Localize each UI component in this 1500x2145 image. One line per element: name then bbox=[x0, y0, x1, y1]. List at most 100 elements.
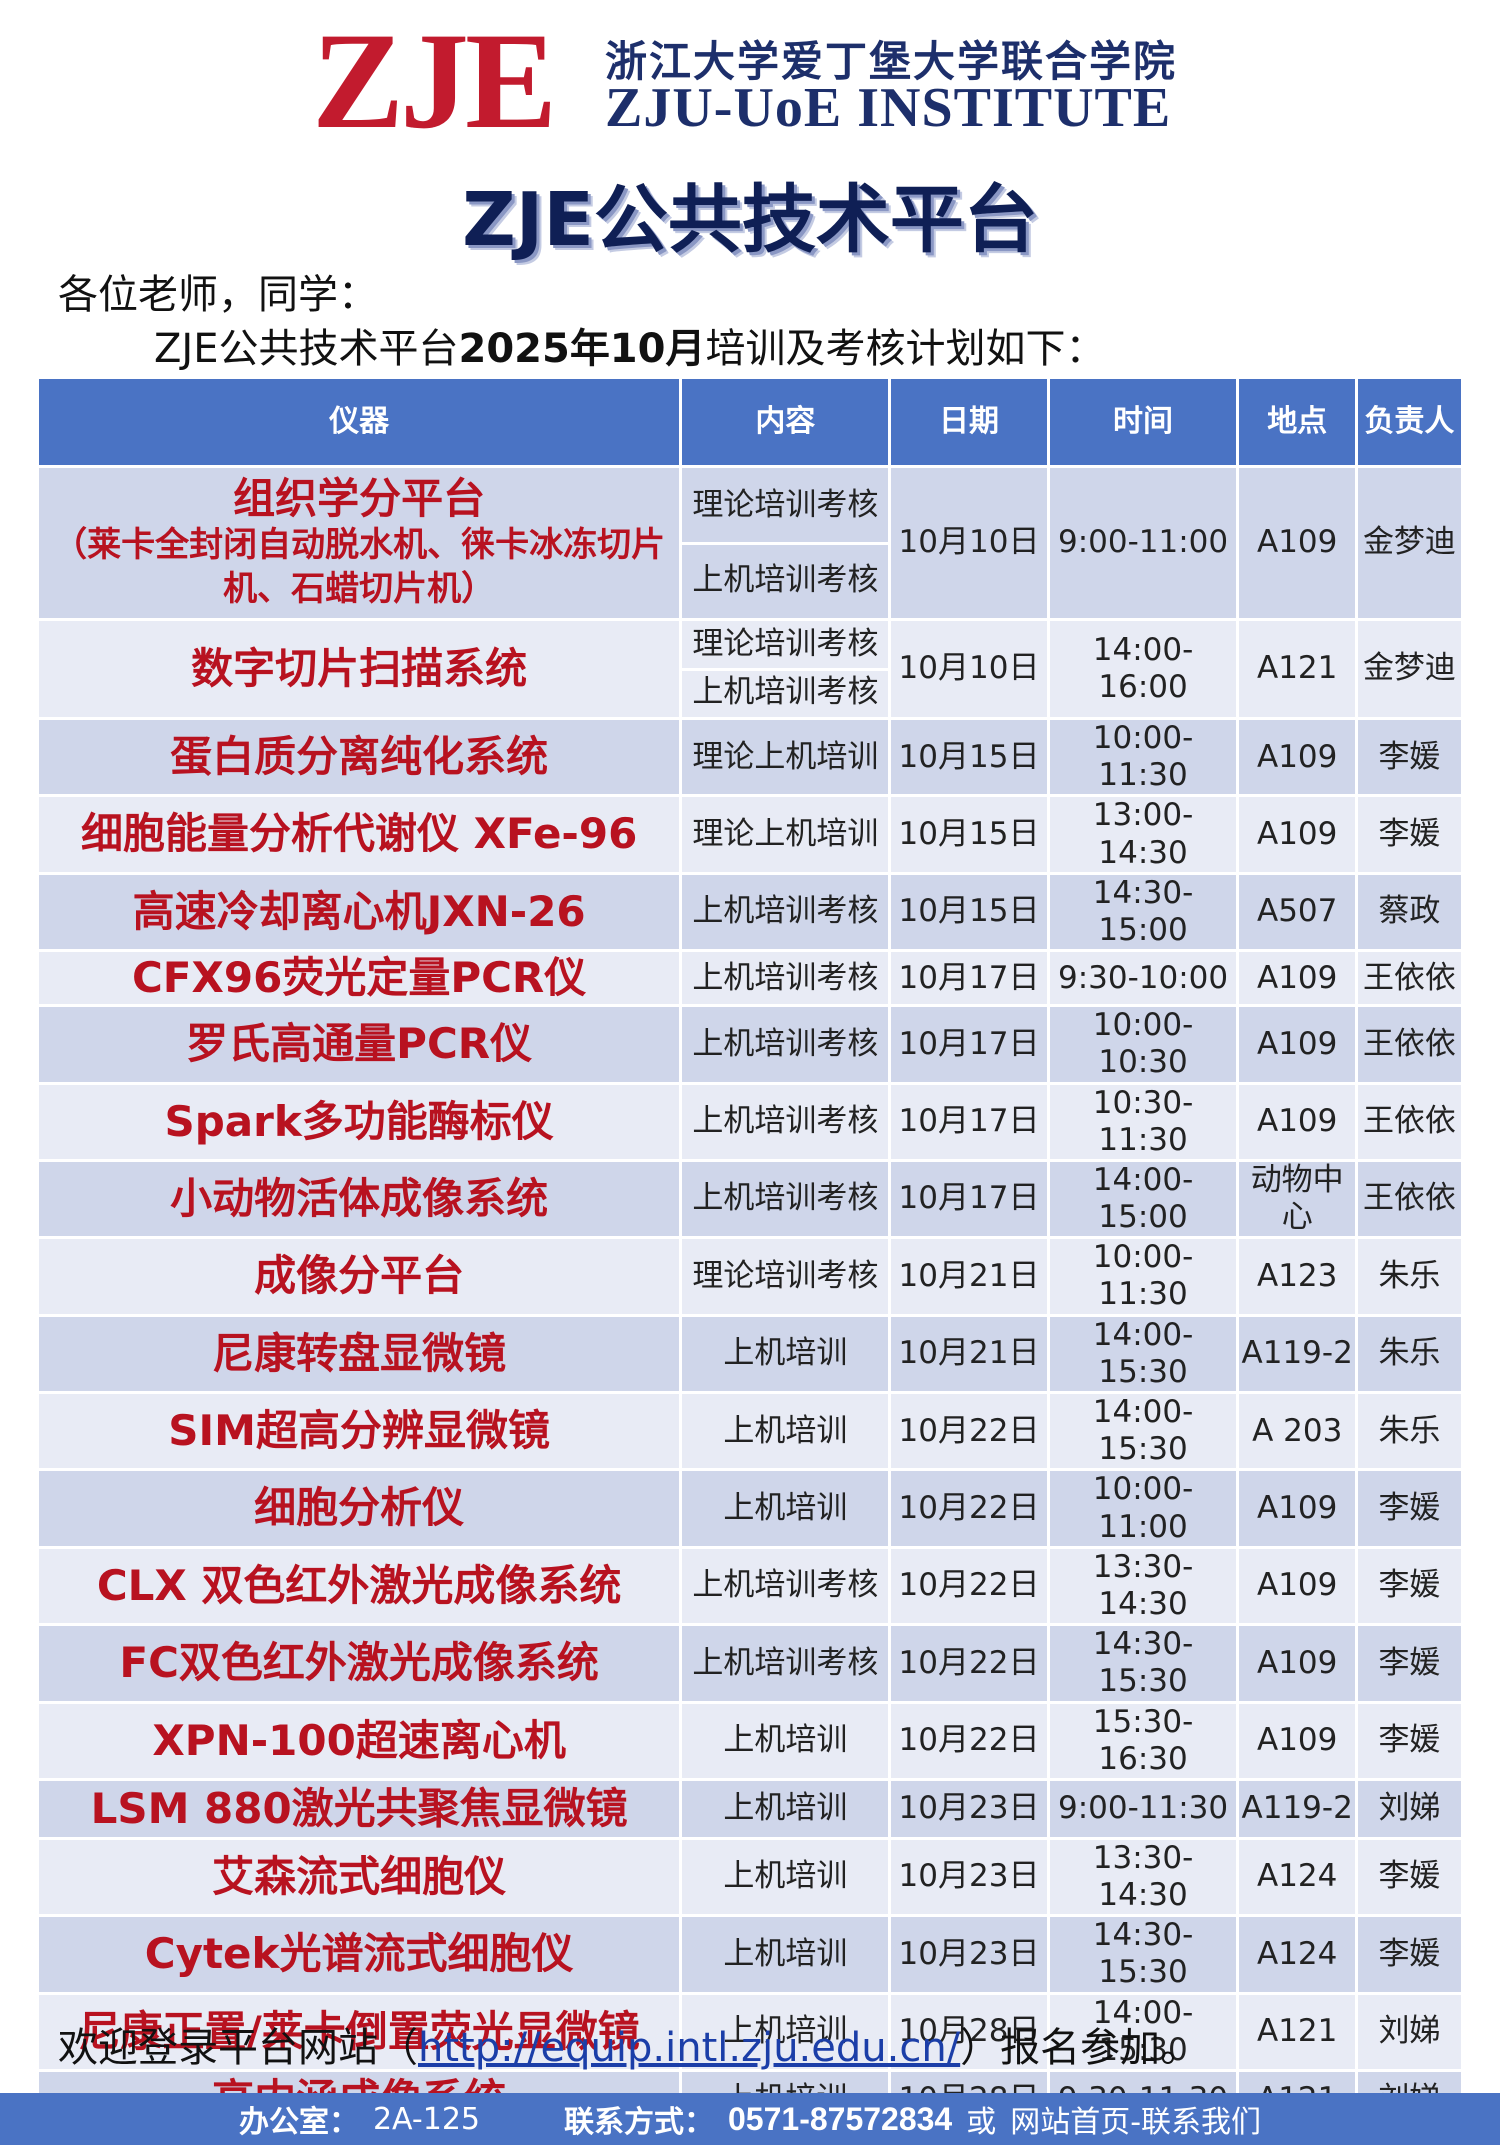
instrument-name: FC双色红外激光成像系统 bbox=[119, 1638, 599, 1688]
date-cell: 10月15日 bbox=[891, 797, 1047, 872]
location-cell: A109 bbox=[1239, 1084, 1355, 1159]
intro-text: ZJE公共技术平台2025年10月培训及考核计划如下： bbox=[154, 316, 1105, 374]
instrument-name: 小动物活体成像系统 bbox=[170, 1173, 549, 1223]
owner-cell: 李媛 bbox=[1357, 1548, 1461, 1624]
location-cell: A109 bbox=[1239, 720, 1355, 795]
content-item: 上机培训考核 bbox=[692, 893, 879, 930]
footer-text: 欢迎登录平台网站（http://equip.intl.zju.edu.cn/）报… bbox=[58, 2015, 1200, 2073]
col-header-time: 时间 bbox=[1049, 379, 1237, 465]
location-cell: A507 bbox=[1239, 874, 1355, 950]
content-item: 理论培训考核 bbox=[692, 1257, 879, 1294]
owner-cell: 王依依 bbox=[1357, 1161, 1461, 1237]
instrument-name: 艾森流式细胞仪 bbox=[212, 1851, 507, 1901]
table-row: 小动物活体成像系统 上机培训考核 10月17日 14:00-15:00 动物中心 王依依 bbox=[39, 1161, 1461, 1237]
time-cell: 14:00-15:30 bbox=[1049, 1394, 1237, 1469]
content-item: 上机培训考核 bbox=[692, 1025, 879, 1062]
content-cell: 上机培训 bbox=[682, 1917, 889, 1992]
content-item: 理论培训考核 bbox=[692, 626, 879, 663]
location-cell: A119-2 bbox=[1239, 1780, 1355, 1837]
time-cell: 9:00-11:30 bbox=[1049, 1780, 1237, 1837]
instrument-name: 数字切片扫描系统 bbox=[191, 643, 528, 693]
table-row: 组织学分平台 （莱卡全封闭自动脱水机、徕卡冰冻切片机、石蜡切片机） 理论培训考核 上机… bbox=[39, 468, 1461, 618]
time-cell: 10:00-11:30 bbox=[1049, 720, 1237, 795]
owner-cell: 李媛 bbox=[1357, 797, 1461, 872]
table-header-row: 仪器 内容 日期 时间 地点 负责人 bbox=[39, 379, 1461, 465]
instrument-cell: 艾森流式细胞仪 bbox=[39, 1839, 680, 1915]
date-cell: 10月10日 bbox=[891, 468, 1047, 618]
platform-website-link[interactable]: http://equip.intl.zju.edu.cn/ bbox=[418, 2025, 961, 2071]
content-item: 理论上机培训 bbox=[692, 738, 879, 775]
owner-cell: 金梦迪 bbox=[1357, 621, 1461, 717]
intro-suffix: 培训及考核计划如下： bbox=[705, 326, 1106, 372]
footer-prefix: 欢迎登录平台网站（ bbox=[58, 2025, 418, 2071]
time-cell: 13:30-14:30 bbox=[1049, 1839, 1237, 1915]
website-contact-link[interactable]: 网站首页-联系我们 bbox=[1010, 2105, 1262, 2140]
instrument-name: XPN-100超速离心机 bbox=[152, 1715, 566, 1765]
content-cell: 理论培训考核 上机培训考核 bbox=[682, 468, 889, 618]
location-cell: A109 bbox=[1239, 1007, 1355, 1082]
instrument-name: 尼康转盘显微镜 bbox=[212, 1328, 507, 1378]
contact-or: 或 bbox=[966, 2105, 997, 2140]
owner-cell: 李媛 bbox=[1357, 1839, 1461, 1915]
location-cell: A124 bbox=[1239, 1917, 1355, 1992]
instrument-name: CLX 双色红外激光成像系统 bbox=[96, 1560, 622, 1610]
owner-cell: 王依依 bbox=[1357, 1084, 1461, 1159]
contact-bar: 办公室： 2A-125 联系方式： 0571-87572834 或 网站首页-联… bbox=[0, 2093, 1500, 2145]
owner-cell: 李媛 bbox=[1357, 1917, 1461, 1992]
location-cell: A124 bbox=[1239, 1839, 1355, 1915]
owner-cell: 刘娣 bbox=[1357, 1780, 1461, 1837]
content-cell: 上机培训考核 bbox=[682, 952, 889, 1005]
instrument-cell: 细胞能量分析代谢仪 XFe-96 bbox=[39, 797, 680, 872]
date-cell: 10月22日 bbox=[891, 1548, 1047, 1624]
instrument-cell: 蛋白质分离纯化系统 bbox=[39, 720, 680, 795]
instrument-cell: FC双色红外激光成像系统 bbox=[39, 1626, 680, 1701]
content-cell: 理论培训考核 bbox=[682, 1239, 889, 1314]
contact-label: 联系方式： bbox=[564, 2105, 714, 2140]
page-title: ZJE公共技术平台 bbox=[462, 177, 1038, 263]
instrument-name: SIM超高分辨显微镜 bbox=[168, 1406, 550, 1456]
location-cell: A123 bbox=[1239, 1239, 1355, 1314]
table-row: 尼康正置/莱卡倒置荧光显微镜 上机培训 10月28日 14:00-15:30 A121 刘… bbox=[39, 1994, 1461, 2069]
content-item: 上机培训考核 bbox=[692, 1180, 879, 1217]
content-cell: 理论上机培训 bbox=[682, 720, 889, 795]
instrument-name: 高速冷却离心机JXN-26 bbox=[132, 886, 586, 936]
location-cell: A109 bbox=[1239, 797, 1355, 872]
contact-phone: 0571-87572834 bbox=[728, 2100, 953, 2137]
location-cell: A109 bbox=[1239, 1703, 1355, 1778]
content-cell: 上机培训考核 bbox=[682, 1161, 889, 1237]
date-cell: 10月10日 bbox=[891, 621, 1047, 717]
location-cell: A 203 bbox=[1239, 1394, 1355, 1469]
content-item: 理论培训考核 bbox=[692, 486, 879, 523]
owner-cell: 王依依 bbox=[1357, 952, 1461, 1005]
col-header-date: 日期 bbox=[891, 379, 1047, 465]
instrument-name: 细胞能量分析代谢仪 XFe-96 bbox=[80, 809, 638, 859]
time-cell: 9:00-11:00 bbox=[1049, 468, 1237, 618]
content-cell: 上机培训考核 bbox=[682, 1626, 889, 1701]
location-cell: A109 bbox=[1239, 952, 1355, 1005]
table-row: Cytek光谱流式细胞仪 上机培训 10月23日 14:30-15:30 A124 李媛 bbox=[39, 1917, 1461, 1992]
time-cell: 14:30-15:00 bbox=[1049, 874, 1237, 950]
table-row: CLX 双色红外激光成像系统 上机培训考核 10月22日 13:30-14:30 A10… bbox=[39, 1548, 1461, 1624]
zje-logo: ZJE bbox=[312, 4, 557, 157]
date-cell: 10月28日 bbox=[891, 1994, 1047, 2069]
location-cell: 动物中心 bbox=[1239, 1161, 1355, 1237]
instrument-subtitle: （莱卡全封闭自动脱水机、徕卡冰冻切片机、石蜡切片机） bbox=[53, 524, 666, 610]
content-item: 上机培训 bbox=[723, 1489, 848, 1526]
time-cell: 14:30-15:30 bbox=[1049, 1626, 1237, 1701]
time-cell: 15:30-16:30 bbox=[1049, 1703, 1237, 1778]
instrument-cell: 罗氏高通量PCR仪 bbox=[39, 1007, 680, 1082]
instrument-cell: 小动物活体成像系统 bbox=[39, 1161, 680, 1237]
schedule-body: 组织学分平台 （莱卡全封闭自动脱水机、徕卡冰冻切片机、石蜡切片机） 理论培训考核 上机… bbox=[39, 468, 1461, 2128]
content-cell: 理论上机培训 bbox=[682, 797, 889, 872]
content-cell: 上机培训 bbox=[682, 1994, 889, 2069]
table-row: Spark多功能酶标仪 上机培训考核 10月17日 10:30-11:30 A109 王依… bbox=[39, 1084, 1461, 1159]
content-item: 上机培训考核 bbox=[692, 1567, 879, 1604]
date-cell: 10月23日 bbox=[891, 1780, 1047, 1837]
content-item: 上机培训 bbox=[723, 1412, 848, 1449]
owner-cell: 李媛 bbox=[1357, 1626, 1461, 1701]
instrument-cell: 组织学分平台 （莱卡全封闭自动脱水机、徕卡冰冻切片机、石蜡切片机） bbox=[39, 468, 680, 618]
owner-cell: 金梦迪 bbox=[1357, 468, 1461, 618]
time-cell: 10:00-10:30 bbox=[1049, 1007, 1237, 1082]
content-cell: 上机培训 bbox=[682, 1394, 889, 1469]
time-cell: 14:00-15:00 bbox=[1049, 1161, 1237, 1237]
